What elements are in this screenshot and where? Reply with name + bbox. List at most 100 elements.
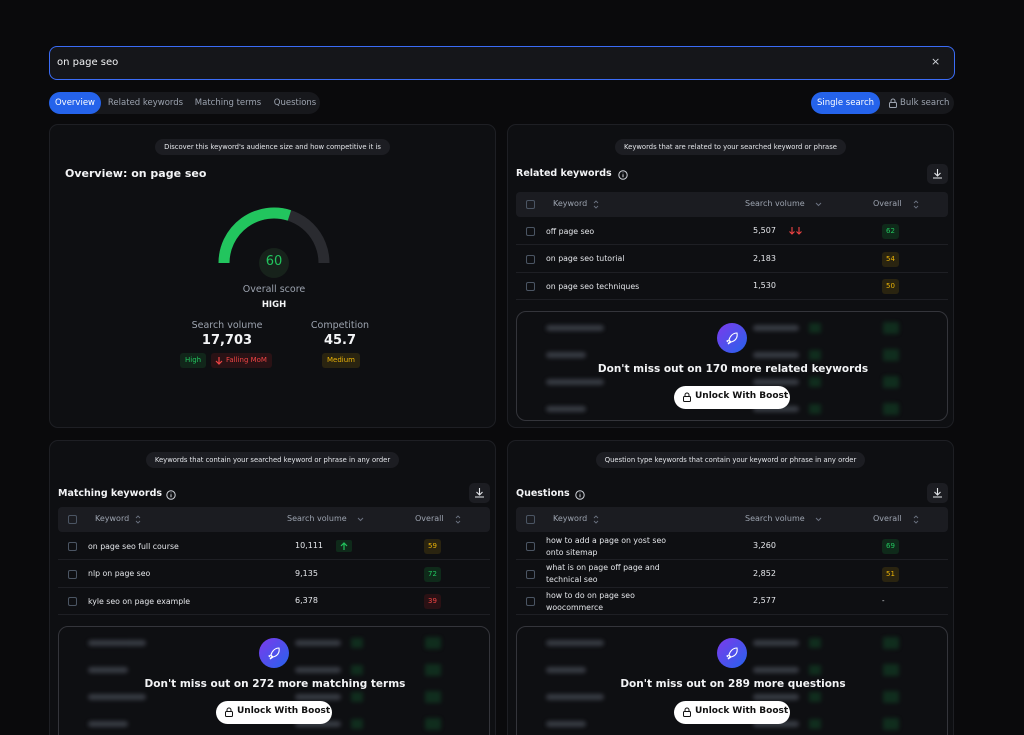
blurred-row: [517, 372, 947, 392]
panel: Discover this keyword's audience size an…: [49, 124, 496, 428]
checkbox[interactable]: [68, 515, 77, 524]
search-volume: 2,577: [753, 596, 776, 606]
blur-badge: [351, 665, 363, 675]
blur-badge: [883, 376, 899, 388]
hint-wrap: Discover this keyword's audience size an…: [50, 134, 495, 155]
column-header[interactable]: Overall: [873, 199, 902, 208]
table-header: Keyword Search volume Overall: [516, 192, 948, 217]
checkbox[interactable]: [68, 542, 77, 551]
unlock-button[interactable]: Unlock With Boost: [674, 386, 790, 409]
overall-score: 69: [882, 539, 899, 554]
table-header: Keyword Search volume Overall: [516, 507, 948, 532]
keyword: on page seo techniques: [546, 281, 640, 291]
tab[interactable]: Related keywords: [107, 98, 184, 108]
blur-bar: [295, 721, 341, 727]
blurred-row: [517, 318, 947, 338]
column-header[interactable]: Keyword: [95, 514, 130, 523]
unlock-button[interactable]: Unlock With Boost: [216, 701, 332, 724]
up-arrow: [340, 542, 348, 550]
tab[interactable]: Matching terms: [194, 98, 262, 108]
column-header[interactable]: Overall: [873, 514, 902, 523]
column-header[interactable]: Overall: [415, 514, 444, 523]
trend-down: [789, 227, 802, 235]
checkbox[interactable]: [526, 569, 535, 579]
sort-icon: [815, 517, 822, 522]
checkbox[interactable]: [68, 569, 77, 579]
search-clear[interactable]: ×: [931, 55, 941, 68]
blur-bar: [753, 352, 799, 358]
blur-bar: [753, 325, 799, 331]
checkbox[interactable]: [526, 542, 535, 551]
down-arrow: [215, 357, 223, 365]
hint-wrap: Keywords that contain your searched keyw…: [50, 447, 495, 468]
lock-icon: [225, 707, 233, 717]
score-level: HIGH: [261, 300, 287, 310]
column-header[interactable]: Search volume: [745, 199, 805, 208]
sort-icon: [815, 202, 822, 207]
trend-up: [336, 540, 352, 552]
mode-button[interactable]: Single search: [811, 92, 880, 114]
mode-button[interactable]: Bulk search: [900, 98, 950, 108]
table-row: off page seo 5,507 62: [516, 218, 948, 245]
search-volume: 2,852: [753, 568, 776, 578]
keyword: how to add a page on yost seo onto sitem…: [546, 535, 667, 557]
download-icon: [933, 488, 942, 498]
blur-bar: [546, 667, 586, 673]
checkbox[interactable]: [526, 282, 535, 292]
checkbox[interactable]: [526, 227, 535, 236]
competition-tag: Medium: [322, 353, 360, 368]
panel-title: Related keywords: [516, 168, 612, 179]
tab[interactable]: Overview: [49, 92, 101, 114]
blur-bar: [753, 694, 799, 700]
keyword: off page seo: [546, 226, 595, 236]
search-box[interactable]: on page seo ×: [49, 46, 955, 80]
blur-badge: [809, 665, 821, 675]
overview-title: Overview: on page seo: [65, 167, 207, 180]
hint-wrap: Keywords that are related to your search…: [508, 134, 953, 155]
blur-badge: [425, 691, 441, 703]
column-header[interactable]: Keyword: [553, 199, 588, 208]
checkbox[interactable]: [526, 515, 535, 524]
column-header[interactable]: Search volume: [287, 514, 347, 523]
blur-badge: [809, 350, 821, 360]
blur-badge: [883, 403, 899, 415]
info-icon: [575, 490, 585, 500]
checkbox[interactable]: [526, 254, 535, 264]
panel-title: Matching keywords: [58, 488, 163, 499]
blur-bar: [546, 694, 604, 700]
download-button[interactable]: [927, 483, 948, 503]
column-header[interactable]: Search volume: [745, 514, 805, 523]
info-icon: [617, 170, 628, 180]
sort-icon: [357, 517, 364, 522]
checkbox[interactable]: [526, 597, 535, 607]
locked-area: Don't miss out on 272 more matching term…: [58, 626, 490, 735]
locked-message: Don't miss out on 289 more questions: [620, 678, 846, 690]
blur-bar: [546, 640, 604, 646]
tab[interactable]: Questions: [273, 98, 317, 108]
blurred-row: [59, 660, 489, 680]
unlock-button[interactable]: Unlock With Boost: [674, 701, 790, 724]
hint-wrap: Question type keywords that contain your…: [508, 447, 953, 468]
blur-badge: [883, 349, 899, 361]
blur-badge: [351, 638, 363, 648]
sort-icon: [913, 515, 919, 524]
sort-icon: [455, 515, 461, 524]
tab-bar: [49, 92, 320, 114]
table-row: what is on page off page and technical s…: [516, 561, 948, 588]
checkbox[interactable]: [526, 200, 535, 209]
checkbox[interactable]: [68, 597, 77, 607]
table-row: how to add a page on yost seo onto sitem…: [516, 533, 948, 560]
blur-bar: [546, 352, 586, 358]
column-header[interactable]: Keyword: [553, 514, 588, 523]
sort-icon: [593, 200, 599, 209]
keyword: kyle seo on page example: [88, 596, 191, 606]
download-button[interactable]: [927, 164, 948, 184]
blurred-row: [517, 345, 947, 365]
volume: 17,703: [201, 333, 253, 348]
locked-area: Don't miss out on 170 more related keywo…: [516, 311, 948, 421]
lock-icon: [683, 392, 691, 402]
table-row: on page seo full course 10,111 59: [58, 533, 490, 560]
blur-bar: [88, 694, 146, 700]
hint: Question type keywords that contain your…: [595, 452, 866, 468]
download-button[interactable]: [469, 483, 490, 503]
